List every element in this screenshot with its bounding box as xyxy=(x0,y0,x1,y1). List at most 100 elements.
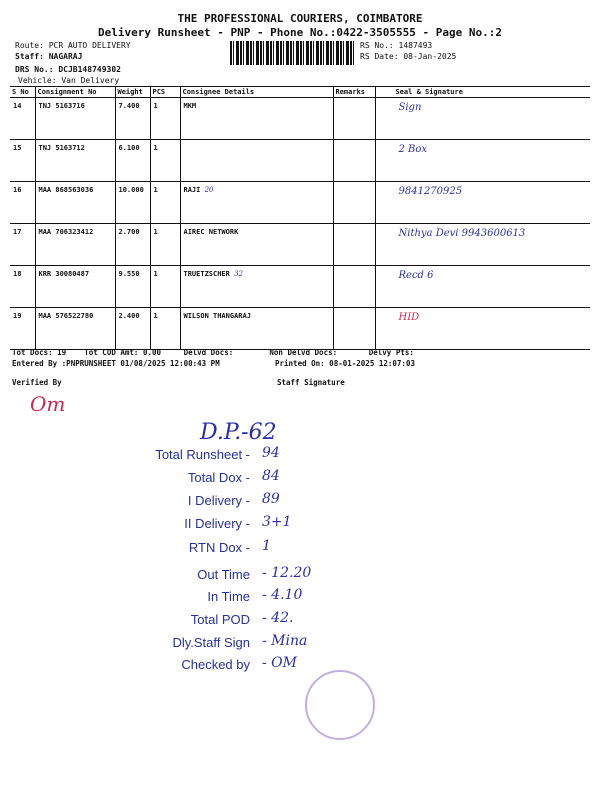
pcs-text: 1 xyxy=(153,270,158,278)
summary-label: Dly.Staff Sign xyxy=(172,635,250,650)
summary-label: RTN Dox - xyxy=(188,540,250,555)
weight-text: 7.400 xyxy=(118,102,140,110)
weight: 6.100 xyxy=(114,139,150,182)
pcs: 1 xyxy=(149,139,180,182)
weight-text: 9.550 xyxy=(118,270,140,278)
pcs-text: 1 xyxy=(153,228,158,236)
consignee: AIREC NETWORK xyxy=(179,223,333,266)
seal-signature: Sign xyxy=(374,97,590,140)
tot-cod: Tot COD Amt: 0.00 xyxy=(84,348,162,357)
col-weight: Weight xyxy=(114,86,150,98)
totals-line: Tot Docs: 19 Tot COD Amt: 0.00 Delvd Doc… xyxy=(12,348,414,357)
weight: 9.550 xyxy=(114,265,150,308)
tot-docs: Tot Docs: 19 xyxy=(12,348,67,357)
sno-text: 17 xyxy=(13,228,22,236)
remarks xyxy=(332,223,375,266)
col-remarks: Remarks xyxy=(332,86,375,98)
table-row: 19 MAA 576522780 2.400 1 WILSON THANGARAJ HI… xyxy=(10,307,590,350)
weight: 2.700 xyxy=(114,223,150,266)
consignment-no: MAA 868563036 xyxy=(34,181,115,224)
remarks xyxy=(332,139,375,182)
seal-signature: HID xyxy=(374,307,590,350)
rs-date: RS Date: 08-Jan-2025 xyxy=(360,52,457,61)
consignee-text: AIREC NETWORK xyxy=(183,228,239,236)
weight: 7.400 xyxy=(114,97,150,140)
vehicle: Vehicle: Van Delivery xyxy=(18,76,120,85)
summary-label: Checked by xyxy=(181,657,250,672)
sno-text: 16 xyxy=(13,186,22,194)
handwritten-note: 20 xyxy=(204,186,214,194)
consignee-text: RAJI xyxy=(183,186,201,194)
pcs-text: 1 xyxy=(153,186,158,194)
consignee-text: TRUETZSCHER xyxy=(183,270,230,278)
drs-no: DRS No.: DCJB148749302 xyxy=(15,65,121,74)
barcode xyxy=(230,41,355,65)
seal-signature: 2 Box xyxy=(374,139,590,182)
runsheet-subtitle: Delivery Runsheet - PNP - Phone No.:0422… xyxy=(98,26,502,39)
consignment-no: TNJ 5163712 xyxy=(34,139,115,182)
weight-text: 2.400 xyxy=(118,312,140,320)
summary-label: Total Dox - xyxy=(187,470,250,485)
consignment-no: TNJ 5163716 xyxy=(34,97,115,140)
table-row: 16 MAA 868563036 10.000 1 RAJI 20 9841270925 xyxy=(10,181,590,224)
route-info: Route: PCR AUTO DELIVERY Staff: NAGARAJ … xyxy=(15,40,131,86)
entered-by: Entered By :PNPRUNSHEET 01/08/2025 12:00… xyxy=(12,359,220,368)
non-delvd-docs: Non Delvd Docs: xyxy=(269,348,338,357)
sno-text: 14 xyxy=(13,102,22,110)
col-seal: Seal & Signature xyxy=(374,86,590,98)
summary-label: I Delivery - xyxy=(187,493,250,508)
summary-value: - 4.10 xyxy=(262,587,303,603)
consignee xyxy=(179,139,333,182)
handwritten-signature: 2 Box xyxy=(398,144,428,155)
delvy-pts: Delvy Pts: xyxy=(368,348,414,357)
summary-value: - Mina xyxy=(262,633,308,649)
remarks xyxy=(332,307,375,350)
consignee: WILSON THANGARAJ xyxy=(179,307,333,350)
table-row: 14 TNJ 5163716 7.400 1 MKM Sign xyxy=(10,97,590,140)
sno: 14 xyxy=(10,97,35,140)
weight-text: 2.700 xyxy=(118,228,140,236)
staff-signature: Staff Signature xyxy=(277,378,345,387)
remarks xyxy=(332,265,375,308)
verified-by: Verified By xyxy=(12,378,62,387)
summary-value: - 12.20 xyxy=(262,565,312,581)
consignment-text: MAA 576522780 xyxy=(38,312,94,320)
pcs: 1 xyxy=(149,223,180,266)
pcs: 1 xyxy=(149,307,180,350)
handwritten-signature: HID xyxy=(398,312,420,323)
seal-signature: Nithya Devi 9943600613 xyxy=(374,223,590,266)
pcs: 1 xyxy=(149,97,180,140)
consignee: MKM xyxy=(179,97,333,140)
summary-label: Total POD xyxy=(190,612,250,627)
handwritten-note: 32 xyxy=(234,270,243,278)
weight: 2.400 xyxy=(114,307,150,350)
summary-value: 1 xyxy=(262,538,271,554)
staff: Staff: NAGARAJ xyxy=(15,52,83,61)
consignment-no: MAA 706323412 xyxy=(34,223,115,266)
summary-value: 89 xyxy=(262,491,280,507)
pcs: 1 xyxy=(149,181,180,224)
consignment-text: MAA 868563036 xyxy=(38,186,94,194)
rs-no: RS No.: 1487493 xyxy=(360,41,433,50)
runsheet-table: S No Consignment No Weight PCS Consignee… xyxy=(10,86,590,350)
handwritten-signature: Recd 6 xyxy=(398,270,434,281)
sno-text: 19 xyxy=(13,312,22,320)
consignee-text: MKM xyxy=(183,102,197,110)
summary-value: 94 xyxy=(262,445,280,461)
consignment-text: MAA 706323412 xyxy=(38,228,94,236)
rs-info: RS No.: 1487493 RS Date: 08-Jan-2025 xyxy=(360,40,456,62)
table-row: 17 MAA 706323412 2.700 1 AIREC NETWORK Nithy… xyxy=(10,223,590,266)
dp-count: D.P.-62 xyxy=(200,420,277,445)
printed-on: Printed On: 08-01-2025 12:07:03 xyxy=(275,359,415,368)
sno: 18 xyxy=(10,265,35,308)
weight-text: 6.100 xyxy=(118,144,140,152)
verifier-signature: Om xyxy=(30,392,66,416)
pcs-text: 1 xyxy=(153,144,158,152)
summary-value: 3+1 xyxy=(262,514,292,530)
sno-text: 15 xyxy=(13,144,22,152)
summary-value: 84 xyxy=(262,468,280,484)
route: Route: PCR AUTO DELIVERY xyxy=(15,41,131,50)
summary-value: - 42. xyxy=(262,610,294,626)
sno: 17 xyxy=(10,223,35,266)
col-consignee: Consignee Details xyxy=(179,86,333,98)
